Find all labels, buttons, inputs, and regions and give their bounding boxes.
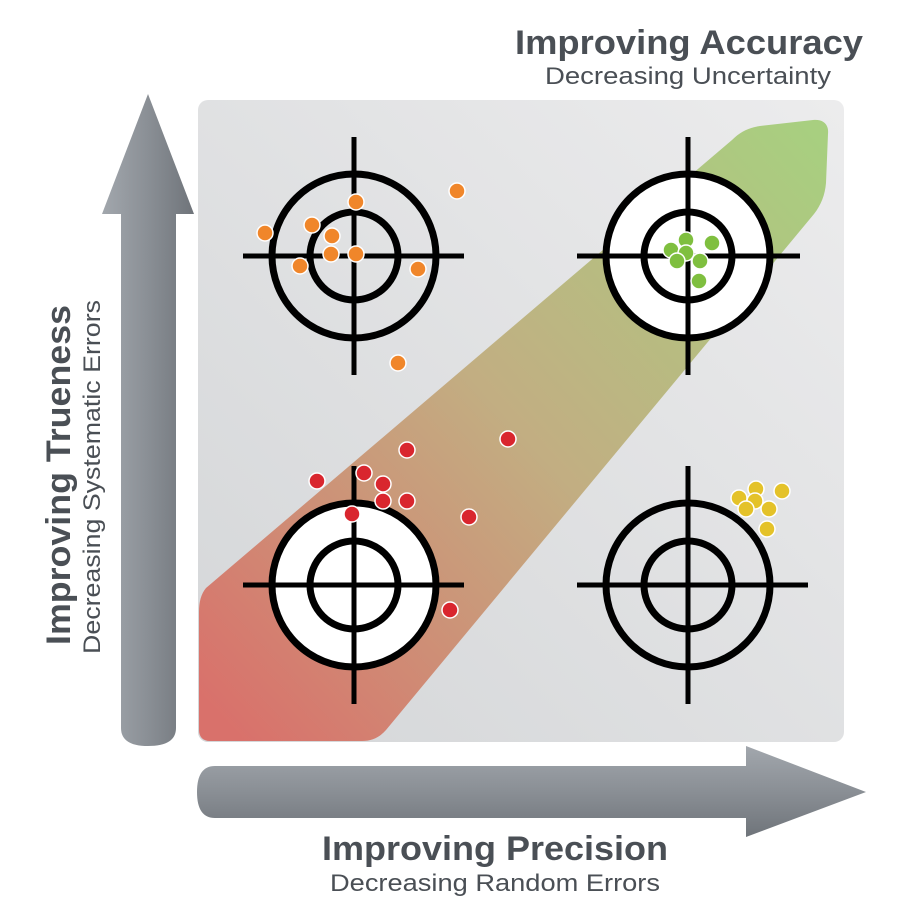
shot-marker	[347, 245, 365, 263]
shot-marker	[308, 472, 326, 490]
target-crosshair-icon	[577, 466, 808, 704]
shot-marker	[460, 508, 478, 526]
shot-marker	[322, 245, 340, 263]
accuracy-title: Improving Accuracy	[515, 24, 863, 62]
precision-subtitle: Decreasing Random Errors	[330, 870, 660, 897]
shot-group	[308, 430, 517, 619]
shot-marker	[398, 441, 416, 459]
shot-marker	[668, 252, 686, 270]
shot-marker	[448, 182, 466, 200]
shot-group	[730, 480, 791, 538]
shot-marker	[773, 482, 791, 500]
shot-group	[662, 231, 721, 290]
shot-marker	[737, 500, 755, 518]
precision-arrow	[197, 746, 866, 837]
target-crosshair-icon	[243, 466, 464, 704]
shot-marker	[703, 234, 721, 252]
shot-marker	[374, 492, 392, 510]
precision-title: Improving Precision	[322, 830, 668, 868]
accuracy-subtitle: Decreasing Uncertainty	[545, 63, 831, 90]
shot-marker	[691, 252, 709, 270]
target-bottom-right	[577, 466, 808, 704]
target-bottom-left	[243, 430, 517, 704]
trueness-title: Improving Trueness	[40, 305, 78, 645]
shot-marker	[343, 505, 361, 523]
shot-marker	[256, 224, 274, 242]
shot-marker	[291, 257, 309, 275]
target-crosshair-icon	[243, 137, 464, 375]
target-top-left	[243, 137, 466, 375]
shot-marker	[374, 475, 392, 493]
shot-marker	[760, 500, 778, 518]
shot-marker	[347, 193, 365, 211]
shot-marker	[323, 227, 341, 245]
target-top-right	[577, 137, 800, 375]
trueness-subtitle: Decreasing Systematic Errors	[79, 300, 106, 654]
shot-marker	[499, 430, 517, 448]
shot-group	[256, 182, 466, 372]
shot-marker	[355, 464, 373, 482]
shot-marker	[690, 272, 708, 290]
shot-marker	[758, 520, 776, 538]
shot-marker	[389, 354, 407, 372]
shot-marker	[303, 216, 321, 234]
shot-marker	[398, 492, 416, 510]
trueness-arrow	[102, 94, 194, 746]
shot-marker	[441, 601, 459, 619]
shot-marker	[409, 260, 427, 278]
